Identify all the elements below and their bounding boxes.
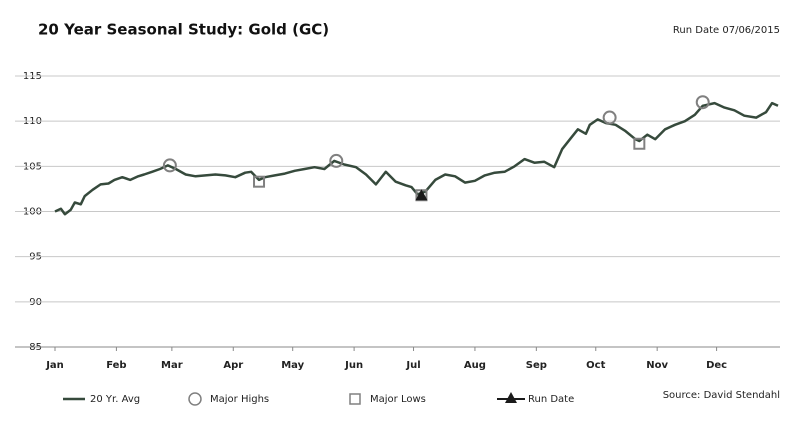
legend-swatch [349, 393, 361, 405]
x-tick-label: Jul [405, 360, 420, 371]
marker [329, 153, 344, 168]
legend-swatch [188, 392, 202, 406]
x-tick-label: Dec [706, 360, 727, 371]
x-tick-label: Apr [223, 360, 243, 371]
marker [602, 110, 617, 125]
x-tick-label: Feb [106, 360, 126, 371]
legend-swatch [505, 392, 517, 403]
x-tick-label: Oct [586, 360, 605, 371]
legend-label: Major Highs [210, 394, 269, 405]
source: Source: David Stendahl [663, 390, 780, 401]
marker [415, 189, 428, 201]
x-tick-label: Mar [161, 360, 183, 371]
x-tick-label: May [281, 360, 304, 371]
x-tick-label: Nov [646, 360, 668, 371]
marker [633, 137, 646, 150]
chart-title: 20 Year Seasonal Study: Gold (GC) [38, 21, 329, 39]
x-tick-label: Jan [45, 360, 64, 371]
series-line [54, 101, 779, 216]
marker [253, 175, 266, 188]
legend-label: Run Date [528, 394, 574, 405]
x-tick-label: Sep [526, 360, 547, 371]
marker [695, 95, 710, 110]
legend-label: Major Lows [370, 394, 426, 405]
run-date-label: Run Date 07/06/2015 [673, 25, 780, 36]
marker [162, 158, 177, 173]
x-tick-label: Aug [464, 360, 486, 371]
x-tick-label: Jun [344, 360, 363, 371]
legend-label: 20 Yr. Avg [90, 394, 140, 405]
